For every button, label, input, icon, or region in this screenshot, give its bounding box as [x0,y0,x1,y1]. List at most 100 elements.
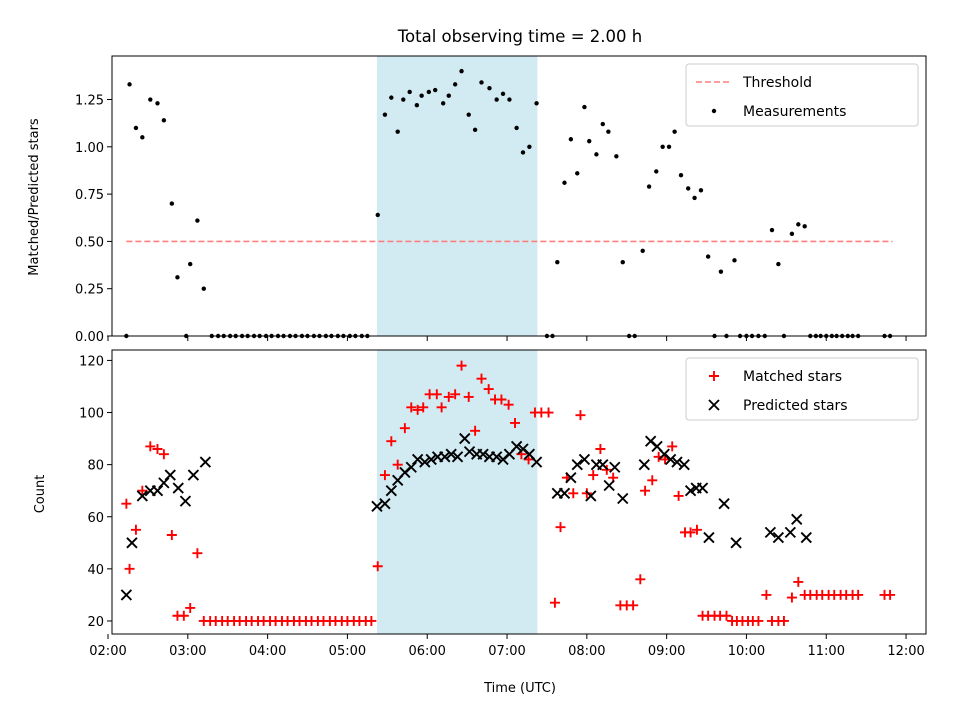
legend: Threshold Measurements [685,63,919,127]
y-tick-label: 40 [87,563,104,578]
data-point [386,436,397,447]
data-point [187,469,200,481]
data-point [446,93,451,98]
bottom-xlabel: Time (UTC) [483,681,556,696]
data-point [450,389,461,400]
data-point [568,137,574,142]
data-point [802,224,807,229]
data-point [568,488,579,499]
data-point [379,470,390,481]
series-matched-stars [121,360,896,626]
legend-label: Measurements [743,104,846,120]
x-tick-label: 08:00 [568,644,605,659]
data-point [130,524,141,535]
legend-marker [709,371,719,381]
data-point [555,522,566,533]
data-point [395,129,400,134]
data-point [179,495,192,507]
x-tick-label: 02:00 [89,644,126,659]
data-point [124,563,135,574]
data-point [385,485,397,497]
data-point [477,448,489,460]
data-point [853,589,864,600]
data-point [127,82,132,87]
x-tick-label: 06:00 [408,644,445,659]
data-point [571,458,583,471]
data-point [510,417,521,428]
data-point [793,576,804,587]
data-point [692,195,697,201]
data-point [606,129,611,134]
data-point [718,498,730,510]
legend-label: Threshold [742,75,812,91]
data-point [671,456,683,468]
data-point [412,404,423,415]
data-point [769,227,775,233]
data-point [440,101,446,106]
data-point [375,212,380,218]
data-point [595,444,606,455]
data-point [581,488,592,499]
data-point [466,112,471,117]
data-point [152,444,163,455]
observing-span [376,350,538,634]
data-point [772,531,785,544]
data-point [600,121,605,127]
data-point [597,458,609,471]
top-ylabel: Matched/Predicted stars [27,118,42,276]
data-point [406,402,417,413]
data-point [201,286,206,291]
data-point [161,118,167,123]
data-point [885,589,896,600]
data-point [164,469,176,481]
data-point [527,144,532,150]
data-point [514,125,519,131]
data-point [678,172,684,178]
data-point [195,218,200,223]
data-point [698,188,704,193]
data-point [753,615,764,626]
data-point [140,135,145,140]
data-point [121,498,132,509]
data-point [419,93,424,98]
legend-marker [711,108,717,114]
data-point [534,101,539,106]
x-tick-label: 07:00 [488,644,525,659]
data-point [496,394,507,405]
series-predicted-stars [120,432,812,601]
data-point [640,485,651,496]
axes-frame [111,55,927,337]
data-point [500,91,506,97]
y-tick-label: 120 [79,354,104,369]
data-point [620,260,625,265]
data-point [392,459,403,470]
data-point [155,101,160,106]
data-point [789,231,795,237]
legend-label: Matched stars [743,369,842,385]
data-point [555,260,560,265]
data-point [565,471,577,484]
data-point [614,154,619,159]
data-point [530,456,543,468]
data-point [463,391,474,402]
y-tick-label: 20 [87,615,104,630]
data-point [172,482,184,494]
data-point [691,524,702,535]
data-point [463,445,476,458]
data-point [654,169,659,174]
data-point [575,410,586,421]
data-point [431,389,442,400]
data-point [479,80,484,85]
data-point [664,453,677,466]
data-point [192,548,203,559]
data-point [585,490,597,502]
data-point [451,451,464,463]
series-measurements [124,68,893,339]
data-point [199,456,212,468]
data-point [456,360,467,371]
data-point [178,610,189,621]
data-point [459,432,471,445]
top-panel: Matched/Predicted stars 0.00 0.25 0.50 0.75… [27,55,927,345]
data-point [366,615,377,626]
data-point [459,68,464,74]
